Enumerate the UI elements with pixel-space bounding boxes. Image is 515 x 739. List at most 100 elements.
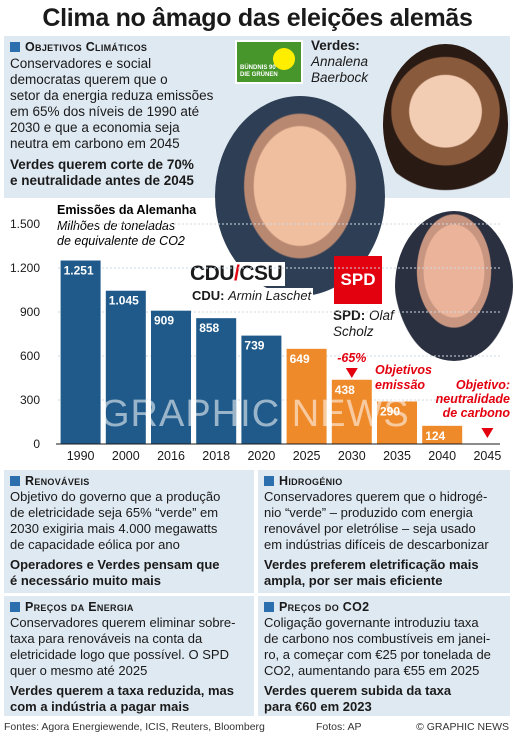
bar-value-label: 858 — [199, 321, 219, 335]
renewables-heading-text: Renováveis — [25, 474, 90, 488]
energy-prices-body: Conservadores querem eliminar sobre- tax… — [10, 615, 235, 679]
footer-sources: Fontes: Agora Energiewende, ICIS, Reuter… — [4, 721, 265, 733]
text-line: Operadores e Verdes pensam que — [10, 557, 220, 572]
bar — [241, 335, 282, 444]
bullet-square-icon — [10, 476, 20, 486]
text-line: quer o mesmo até 2025 — [10, 663, 148, 678]
target-neutral-annotation: de carbono — [443, 406, 511, 420]
hydrogen-heading: Hidrogénio — [264, 474, 343, 488]
footer-photos: Fotos: AP — [316, 721, 362, 733]
hydrogen-body: Conservadores querem que o hidrogé- nio … — [264, 489, 489, 553]
bar — [331, 379, 372, 444]
target-emission-annotation: Objetivos — [375, 363, 432, 377]
bar — [286, 348, 327, 444]
co2-prices-heading: Preços do CO2 — [264, 600, 369, 614]
photo-baerbock — [383, 44, 508, 204]
greens-logo: BÜNDNIS 90 DIE GRÜNEN — [235, 40, 303, 84]
x-tick-label: 2025 — [293, 449, 321, 463]
energy-prices-heading: Preços da Energia — [10, 600, 134, 614]
bar-value-label: 649 — [290, 352, 310, 366]
y-tick-label: 0 — [33, 437, 40, 451]
text-line: em indústrias difíceis de descarbonizar — [264, 537, 489, 552]
text-line: é necessário muito mais — [10, 573, 162, 588]
chart-subtitle-line: Milhões de toneladas — [57, 219, 175, 233]
cdu-caption: CDU: Armin Laschet — [190, 288, 314, 304]
bar-value-label: 739 — [244, 339, 264, 353]
footer: Fontes: Agora Energiewende, ICIS, Reuter… — [0, 716, 515, 739]
energy-prices-highlight: Verdes querem a taxa reduzida, mas com a… — [10, 683, 234, 715]
bar-value-label: 909 — [154, 314, 174, 328]
climate-heading: Objetivos Climáticos — [10, 40, 147, 54]
text-line: com a indústria a pagar mais — [10, 699, 190, 714]
text-line: de eletricidade seja 65% “verde” em — [10, 505, 219, 520]
spd-logo: SPD — [334, 256, 382, 304]
text-line: ro, a começar com €25 por tonelada de — [264, 647, 491, 662]
text-line: Verdes querem corte de 70% — [10, 157, 194, 172]
renewables-heading: Renováveis — [10, 474, 90, 488]
watermark: GRAPHIC NEWS — [100, 393, 410, 435]
footer-copyright: © GRAPHIC NEWS — [416, 721, 509, 733]
text-line: democratas querem que o — [10, 72, 168, 87]
greens-name-line: Annalena — [311, 54, 369, 69]
co2-prices-heading-text: Preços do CO2 — [279, 600, 370, 614]
bullet-square-icon — [264, 476, 274, 486]
bar — [105, 290, 146, 444]
text-line: Conservadores e social — [10, 56, 152, 71]
co2-prices-panel — [258, 596, 510, 716]
text-line: 2030 e que a economia seja — [10, 120, 180, 135]
x-tick-label: 2000 — [112, 449, 140, 463]
bar — [422, 425, 463, 444]
logo-text: DIE GRÜNEN — [240, 72, 278, 78]
climate-heading-text: Objetivos Climáticos — [25, 40, 148, 54]
energy-prices-panel — [4, 596, 254, 716]
x-tick-label: 2018 — [202, 449, 230, 463]
renewables-highlight: Operadores e Verdes pensam que é necessá… — [10, 557, 220, 589]
hydrogen-heading-text: Hidrogénio — [279, 474, 343, 488]
greens-name-line: Baerbock — [311, 70, 369, 85]
bar-value-label: 124 — [425, 429, 445, 443]
text-line: Conservadores querem eliminar sobre- — [10, 615, 236, 630]
text-line: eletricidade logo que possível. O SPD — [10, 647, 229, 662]
target-neutral-annotation: neutralidade — [436, 392, 510, 406]
y-tick-label: 1.200 — [10, 261, 40, 275]
y-tick-label: 900 — [20, 305, 40, 319]
energy-prices-heading-text: Preços da Energia — [25, 600, 134, 614]
bar — [377, 401, 417, 444]
co2-prices-body: Coligação governante introduziu taxa de … — [264, 615, 491, 679]
text-line: em 65% dos níveis de 1990 até — [10, 104, 200, 119]
x-tick-label: 2030 — [338, 449, 366, 463]
bar-value-label: 290 — [380, 404, 400, 418]
hydrogen-highlight: Verdes preferem eletrificação mais ampla… — [264, 557, 479, 589]
y-tick-label: 600 — [20, 349, 40, 363]
text-line: Verdes querem a taxa reduzida, mas — [10, 683, 234, 698]
y-tick-label: 300 — [20, 393, 40, 407]
photo-scholz — [395, 211, 513, 361]
x-tick-label: 1990 — [67, 449, 95, 463]
sunflower-icon — [273, 48, 295, 70]
text-line: 2030 exigiria mais 4.000 megawatts — [10, 521, 218, 536]
spd-name-line: Scholz — [333, 324, 374, 339]
text-line: CO2, aumentando para €55 em 2025 — [264, 663, 480, 678]
renewables-body: Objetivo do governo que a produção de el… — [10, 489, 220, 553]
text-line: neutra em carbono em 2045 — [10, 136, 180, 151]
chart-title: Emissões da Alemanha — [57, 203, 197, 217]
climate-body: Conservadores e social democratas querem… — [10, 56, 213, 152]
slash-icon: / — [234, 262, 240, 285]
down-arrow-icon — [481, 428, 494, 438]
text-line: Objetivo do governo que a produção — [10, 489, 221, 504]
text-line: setor da energia reduza emissões — [10, 88, 214, 103]
bar — [151, 310, 191, 444]
cdu-label: CDU: — [192, 288, 225, 303]
hydrogen-panel — [258, 470, 510, 593]
bar — [196, 318, 237, 444]
down-arrow-icon — [345, 368, 358, 378]
x-tick-label: 2045 — [473, 449, 501, 463]
x-tick-label: 2040 — [428, 449, 456, 463]
bullet-square-icon — [10, 602, 20, 612]
x-tick-label: 2016 — [157, 449, 185, 463]
text-line: renovável por eletrólise – seja usado — [264, 521, 476, 536]
text-line: nio “verde” – produzido com energia — [264, 505, 473, 520]
pct-annotation: -65% — [337, 351, 366, 365]
greens-label: Verdes: — [311, 38, 360, 53]
renewables-panel — [4, 470, 254, 593]
